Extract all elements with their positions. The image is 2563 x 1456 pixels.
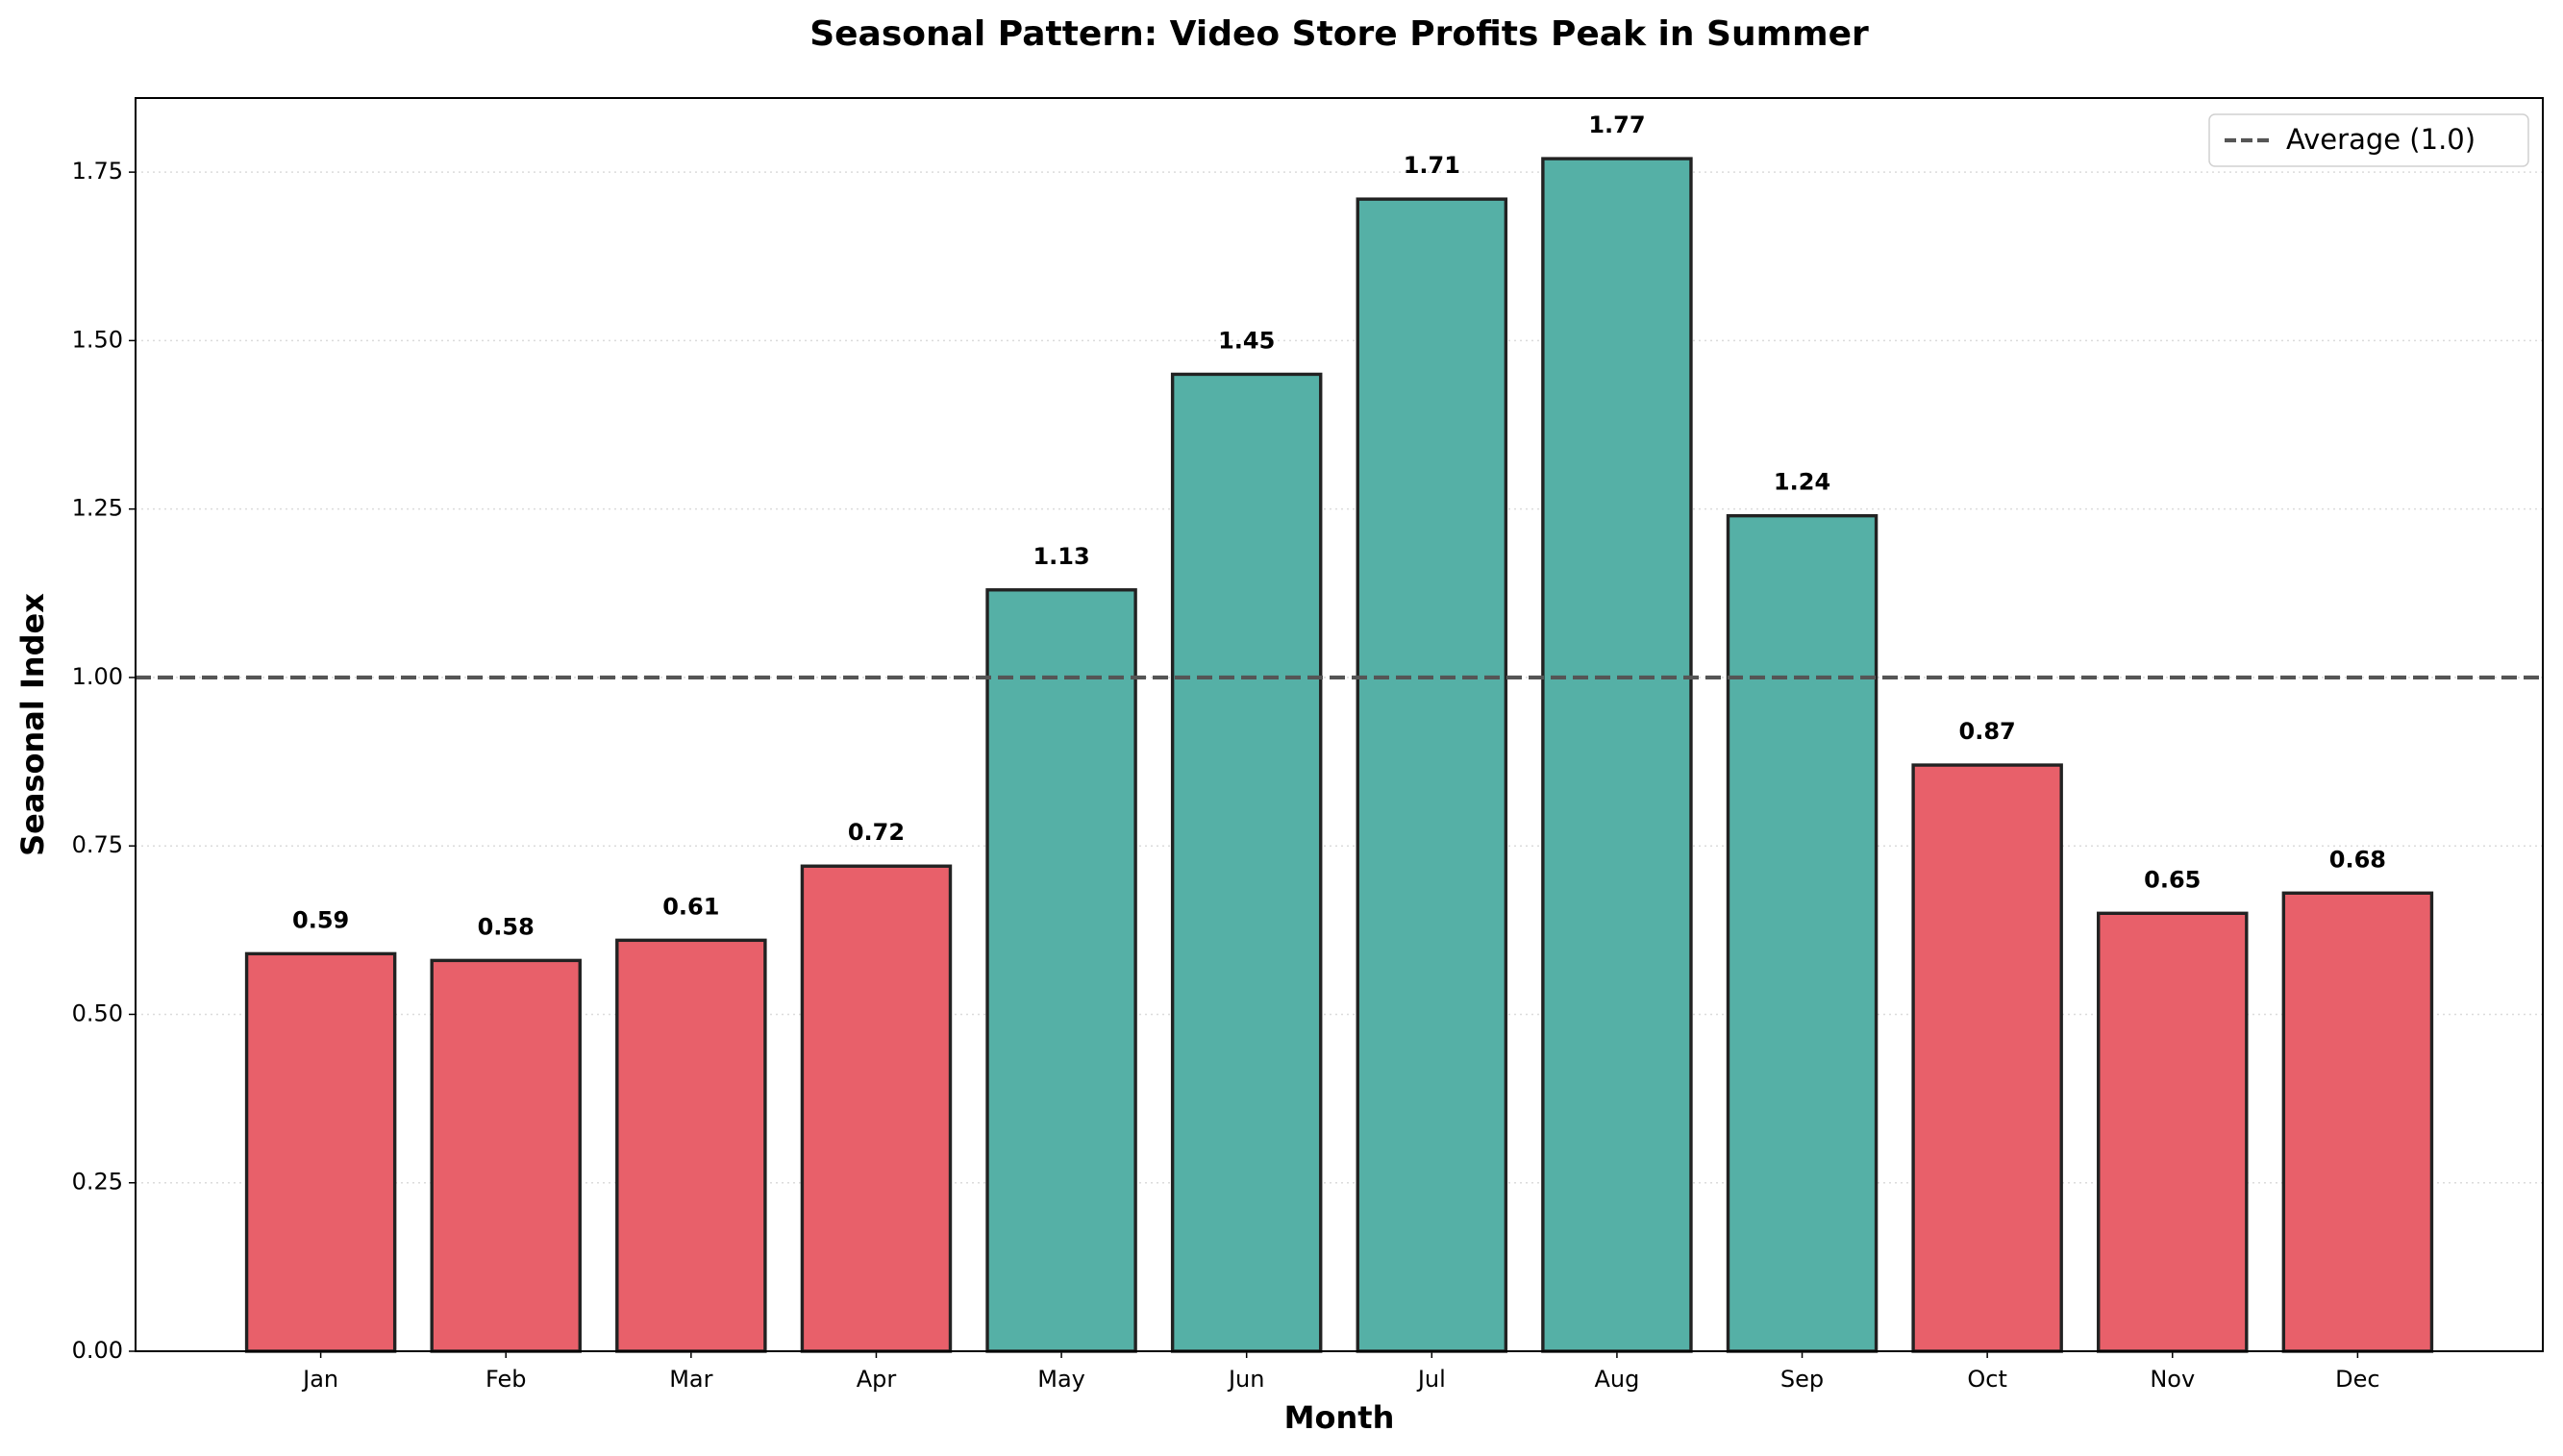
x-tick-label: Jun [1227, 1366, 1265, 1393]
x-axis-label: Month [1284, 1399, 1395, 1436]
value-label: 1.77 [1588, 111, 1645, 138]
bar [430, 958, 582, 1353]
legend-label: Average (1.0) [2286, 123, 2476, 156]
bar [2097, 911, 2249, 1353]
value-label: 1.13 [1033, 543, 1089, 570]
bar [1170, 372, 1323, 1353]
value-label: 1.71 [1404, 152, 1460, 179]
bar [1726, 513, 1879, 1353]
bar [615, 938, 767, 1353]
chart-title: Seasonal Pattern: Video Store Profits Pe… [809, 14, 1869, 54]
bar [244, 951, 397, 1353]
y-tick-label: 0.00 [72, 1337, 123, 1364]
y-tick-label: 1.25 [72, 495, 123, 522]
x-tick-label: Apr [857, 1366, 897, 1393]
x-tick-label: Sep [1780, 1366, 1824, 1393]
y-tick-label: 1.75 [72, 158, 123, 185]
y-tick-label: 1.50 [72, 326, 123, 353]
y-tick-label: 1.00 [72, 663, 123, 690]
value-label: 0.87 [1959, 718, 2016, 745]
value-label: 0.61 [662, 893, 719, 920]
y-tick-label: 0.75 [72, 831, 123, 858]
value-label: 0.58 [478, 913, 535, 940]
x-tick-label: Mar [669, 1366, 712, 1393]
bar [985, 588, 1137, 1353]
value-label: 0.59 [292, 906, 349, 933]
y-tick-label: 0.50 [72, 999, 123, 1026]
bar [2281, 891, 2434, 1353]
value-label: 1.24 [1774, 469, 1830, 496]
value-label: 0.65 [2144, 866, 2201, 893]
x-tick-label: Dec [2335, 1366, 2379, 1393]
legend-box [2208, 113, 2529, 167]
bar [1356, 197, 1508, 1353]
x-tick-label: May [1037, 1366, 1085, 1393]
x-tick-label: Feb [485, 1366, 527, 1393]
value-label: 0.72 [848, 819, 905, 846]
x-tick-label: Jul [1416, 1366, 1446, 1393]
plot-frame [135, 97, 2544, 1352]
value-label: 1.45 [1218, 327, 1275, 354]
bar [800, 864, 953, 1353]
x-tick-label: Aug [1594, 1366, 1639, 1393]
x-tick-label: Jan [301, 1366, 338, 1393]
y-tick-label: 0.25 [72, 1169, 123, 1196]
y-axis-label: Seasonal Index [14, 593, 51, 856]
bar [1541, 157, 1693, 1353]
bar [1911, 763, 2063, 1353]
x-tick-label: Nov [2150, 1366, 2195, 1393]
value-label: 0.68 [2329, 846, 2386, 873]
x-tick-label: Oct [1967, 1366, 2007, 1393]
